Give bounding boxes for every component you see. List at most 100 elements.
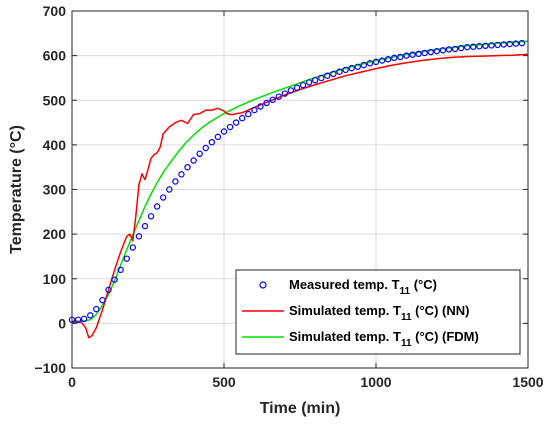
measured-point [141, 222, 149, 230]
measured-point [111, 276, 118, 283]
legend: Measured temp. T11 (°C) Simulated temp. T… [235, 269, 521, 355]
measured-point [93, 305, 100, 313]
legend-entry-label: Measured temp. T11 (°C) [289, 277, 437, 297]
measured-point [202, 144, 209, 152]
measured-point [305, 79, 313, 86]
measured-point [166, 186, 173, 193]
measured-point [518, 39, 526, 47]
measured-point [275, 93, 282, 100]
y-tick-label: 0 [58, 315, 66, 331]
measured-point [239, 114, 246, 122]
measured-point [445, 46, 453, 53]
measured-point [421, 49, 428, 57]
measured-point [312, 76, 319, 84]
measured-point [214, 133, 222, 141]
measured-point [330, 70, 337, 78]
measured-point [494, 41, 501, 49]
measured-point [99, 296, 106, 304]
measured-point [409, 51, 416, 58]
measured-point [80, 315, 88, 323]
measured-point [342, 66, 349, 74]
measured-point [439, 47, 447, 54]
x-tick-label: 0 [68, 374, 76, 390]
measured-point [105, 286, 112, 294]
measured-point [397, 53, 404, 61]
measured-point [293, 84, 301, 91]
measured-point [251, 106, 258, 114]
x-tick-label: 1500 [512, 374, 543, 390]
y-tick-label: −100 [34, 360, 66, 376]
measured-point [184, 163, 191, 171]
tick-marks [71, 10, 529, 369]
measured-point [378, 57, 386, 64]
measured-point [336, 68, 343, 75]
measured-point [220, 128, 228, 135]
measured-point [372, 58, 380, 66]
plot-series [68, 39, 529, 339]
measured-point [147, 213, 155, 220]
measured-point [451, 45, 459, 53]
legend-entry-label: Simulated temp. T11 (°C) (NN) [289, 303, 469, 323]
measured-point [464, 43, 471, 51]
measured-point [123, 255, 130, 262]
x-axis-title: Time (min) [260, 400, 341, 417]
measured-point [476, 43, 483, 50]
measured-point [87, 312, 94, 319]
legend-marker-swatch [259, 281, 267, 289]
legend-entry-label: Simulated temp. T11 (°C) (FDM) [289, 329, 479, 349]
measured-point [512, 40, 520, 47]
measured-point [391, 54, 398, 62]
measured-point [470, 43, 477, 50]
measured-point [488, 42, 495, 49]
measured-point [208, 138, 216, 146]
y-tick-label: 500 [43, 92, 67, 108]
y-tick-label: 100 [43, 271, 67, 287]
y-tick-label: 200 [43, 226, 67, 242]
measured-point [245, 110, 252, 118]
series-line-nn [72, 53, 529, 339]
measured-point [403, 52, 410, 59]
y-tick-label: 700 [43, 3, 67, 19]
measured-point [324, 72, 331, 79]
measured-point [366, 60, 374, 67]
measured-point [129, 244, 136, 251]
x-tick-label: 500 [212, 374, 236, 390]
measured-point [226, 123, 234, 131]
y-tick-label: 600 [43, 48, 67, 64]
measured-point [433, 47, 440, 55]
measured-point [506, 40, 513, 48]
measured-point [281, 90, 288, 97]
measured-point [196, 150, 203, 157]
measured-point [263, 99, 270, 107]
measured-point [287, 87, 295, 94]
measured-point [500, 41, 507, 48]
measured-point [482, 42, 489, 50]
measured-point [360, 61, 368, 69]
measured-point [232, 119, 240, 126]
measured-point [457, 44, 465, 52]
measured-point [269, 96, 276, 104]
measured-point [384, 55, 392, 63]
measured-point [159, 194, 167, 201]
y-tick-label: 300 [43, 182, 67, 198]
measured-point [172, 178, 179, 185]
measured-point [354, 63, 361, 70]
x-tick-label: 1000 [360, 374, 391, 390]
measured-point [427, 48, 434, 56]
measured-point [117, 266, 124, 274]
measured-point [257, 103, 264, 110]
measured-point [135, 233, 143, 240]
measured-point [415, 50, 422, 58]
measured-point [74, 316, 82, 324]
measured-point [299, 81, 307, 89]
legend-box [235, 269, 521, 355]
measured-point [318, 74, 325, 82]
y-axis-title: Temperature (°C) [8, 125, 25, 254]
measured-point [190, 157, 197, 164]
measured-point [178, 171, 185, 178]
measured-point [348, 64, 355, 72]
y-tick-label: 400 [43, 137, 67, 153]
